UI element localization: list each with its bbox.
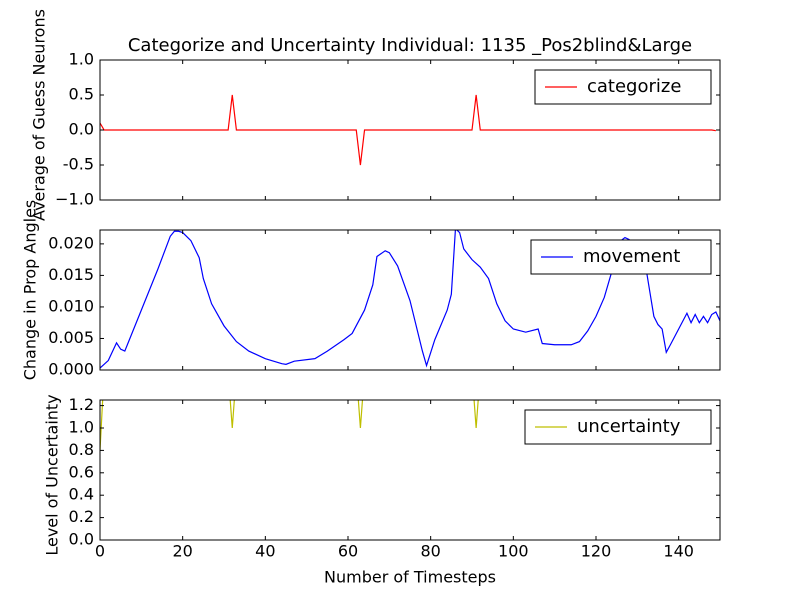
x-tick-label: 60 <box>338 542 358 561</box>
y-tick-label: 1.2 <box>69 395 94 414</box>
x-tick-label: 100 <box>498 542 529 561</box>
plot-area <box>100 94 716 166</box>
axes-frame <box>99 229 721 371</box>
y-tick-label: 0.000 <box>48 360 94 379</box>
axes-frame <box>99 399 721 541</box>
x-tick-label: 0 <box>95 542 105 561</box>
y-tick-label: 1.0 <box>69 418 94 437</box>
x-tick-label: 80 <box>420 542 440 561</box>
y-tick-label: 0.8 <box>69 440 94 459</box>
y-axis-label: Level of Uncertainty <box>43 394 62 555</box>
legend-label: categorize <box>587 76 681 97</box>
plot-area <box>100 230 720 369</box>
y-tick-label: 0.005 <box>48 328 94 347</box>
y-tick-label: -0.5 <box>63 155 94 174</box>
y-tick-label: 0.2 <box>69 507 94 526</box>
legend-label: uncertainty <box>577 416 681 437</box>
y-tick-label: 0.0 <box>69 120 94 139</box>
x-axis-label: Number of Timesteps <box>324 568 496 587</box>
data-line <box>100 230 720 369</box>
y-tick-label: 1.0 <box>69 50 94 69</box>
x-tick-label: 20 <box>172 542 192 561</box>
y-axis-label: Average of Guess Neurons <box>30 9 49 221</box>
y-tick-label: 0.015 <box>48 265 94 284</box>
x-tick-label: 40 <box>255 542 275 561</box>
x-tick-label: 140 <box>663 542 694 561</box>
legend-label: movement <box>583 246 680 267</box>
data-line <box>100 400 479 451</box>
y-tick-label: 0.4 <box>69 485 94 504</box>
y-tick-label: 0.010 <box>48 296 94 315</box>
plot-area <box>100 400 479 451</box>
chart-title: Categorize and Uncertainty Individual: 1… <box>128 35 692 56</box>
y-tick-label: 0.020 <box>48 233 94 252</box>
y-tick-label: 0.0 <box>69 530 94 549</box>
x-tick-label: 120 <box>581 542 612 561</box>
y-tick-label: 0.6 <box>69 462 94 481</box>
y-axis-label: Change in Prop Angles <box>21 200 40 381</box>
y-tick-label: 0.5 <box>69 85 94 104</box>
data-line <box>100 94 716 166</box>
y-tick-label: −1.0 <box>55 190 94 209</box>
